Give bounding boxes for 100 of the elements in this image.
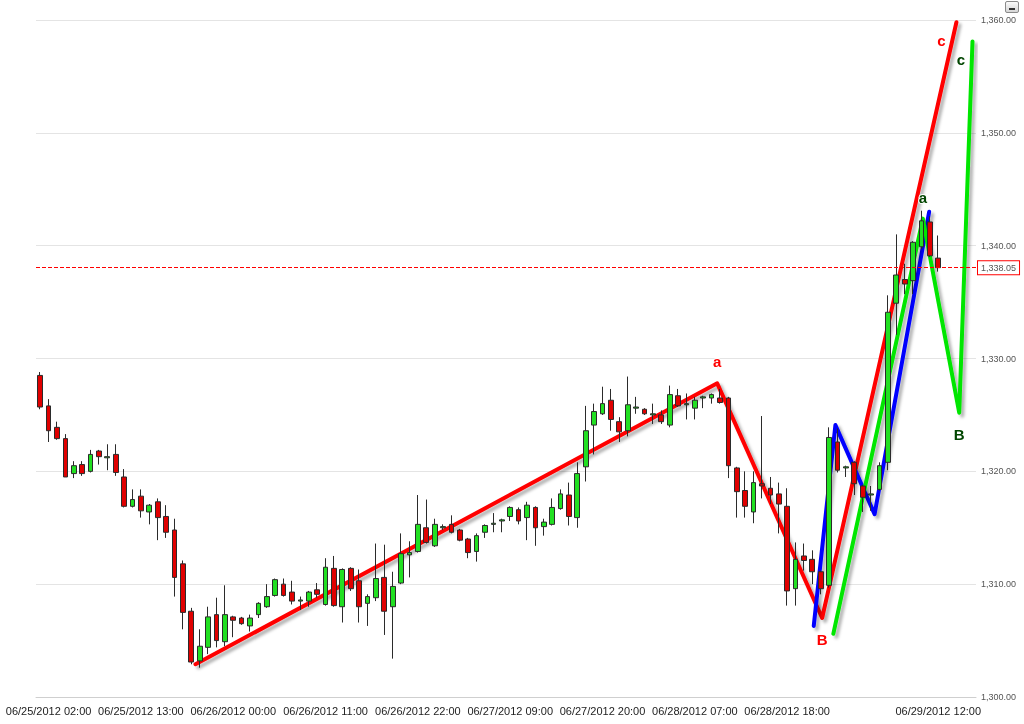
y-tick-label: 1,300.00: [981, 692, 1017, 702]
candlestick: [457, 528, 463, 542]
candlestick: [860, 484, 866, 513]
candlestick: [79, 460, 85, 477]
candlestick: [843, 465, 849, 478]
candlestick: [700, 395, 706, 409]
candlestick: [272, 578, 278, 598]
candlestick: [625, 376, 631, 437]
x-tick-label: 06/25/2012 02:00: [5, 704, 92, 717]
candlestick: [474, 532, 479, 563]
candlestick: [449, 514, 454, 534]
y-tick-label: 1,340.00: [981, 240, 1017, 251]
x-tick-label: 06/27/2012 09:00: [467, 704, 554, 717]
candlestick: [784, 487, 790, 607]
candlestick: [331, 555, 337, 608]
candlestick: [642, 407, 647, 416]
candlestick: [667, 385, 673, 428]
candlestick: [851, 460, 857, 496]
candlestick: [600, 386, 605, 416]
candlestick: [633, 396, 639, 415]
candlestick: [768, 476, 773, 505]
candlestick: [71, 460, 77, 479]
candlestick: [818, 570, 824, 595]
candlestick: [180, 559, 186, 630]
candlestick: [104, 443, 110, 471]
candlestick: [205, 606, 211, 655]
candlestick: [306, 590, 312, 608]
candlestick: [155, 497, 161, 541]
candlestick: [214, 597, 219, 648]
candlestick: [516, 506, 521, 525]
candlestick: [608, 388, 614, 432]
candlestick: [885, 294, 891, 471]
candlestick: [264, 583, 270, 609]
candlestick: [826, 426, 832, 589]
data-label: B: [816, 631, 828, 649]
y-tick-label: 1,360.00: [981, 15, 1017, 25]
candlestick: [759, 415, 765, 499]
candlestick: [96, 449, 102, 466]
candlestick: [440, 523, 446, 531]
candlestick: [491, 512, 496, 533]
candlestick: [146, 503, 152, 525]
x-tick-label: 06/26/2012 11:00: [283, 704, 368, 717]
candlestick: [482, 523, 488, 539]
data-label: a: [918, 188, 928, 206]
candlestick: [348, 566, 354, 592]
candlestick: [381, 544, 387, 636]
candlestick: [902, 263, 908, 295]
x-tick-label: 06/29/2012 12:00: [895, 704, 982, 717]
candlestick: [247, 614, 253, 633]
candlestick: [541, 518, 547, 537]
candlestick: [230, 615, 236, 638]
candlestick: [172, 518, 177, 598]
candlestick: [734, 466, 740, 519]
candlestick: [54, 421, 60, 441]
candlestick: [801, 543, 807, 572]
candlestick: [709, 392, 714, 405]
data-label: B: [953, 425, 965, 443]
candlestick: [121, 468, 127, 508]
candlestick: [868, 485, 874, 512]
candlestick: [935, 235, 941, 273]
data-label: c: [956, 50, 966, 68]
candlestick: [793, 541, 798, 607]
candlestick: [432, 518, 438, 548]
candlestick: [88, 449, 93, 473]
candlestick: [675, 388, 681, 408]
candlestick: [717, 388, 723, 405]
candlestick: [499, 518, 505, 533]
ref-line-label: 1,338.05: [981, 262, 1017, 273]
candlestick: [407, 540, 412, 578]
candlestick: [222, 584, 228, 647]
candlestick: [558, 488, 563, 511]
y-tick-label: 1,330.00: [981, 353, 1017, 364]
candlestick: [37, 371, 43, 410]
candlestick: [574, 461, 580, 529]
candlestick: [281, 578, 286, 598]
x-tick-label: 06/25/2012 13:00: [98, 704, 184, 717]
candlestick: [188, 607, 194, 665]
candlestick: [373, 543, 379, 602]
candlestick: [256, 601, 261, 619]
candlestick: [692, 396, 698, 420]
candlestick: [507, 505, 513, 522]
candlestick: [533, 505, 538, 547]
candlestick: [616, 416, 622, 443]
candlestick: [835, 427, 840, 473]
candlestick: [465, 537, 471, 559]
x-tick-label: 06/28/2012 18:00: [744, 704, 830, 717]
y-tick-label: 1,350.00: [981, 127, 1017, 138]
candlestick: [877, 461, 882, 492]
candlestick: [423, 499, 429, 545]
candlestick: [314, 582, 320, 599]
x-tick-label: 06/28/2012 07:00: [652, 704, 738, 717]
x-tick-label: 06/26/2012 22:00: [375, 704, 461, 717]
candlestick: [650, 403, 656, 425]
candlestick: [524, 501, 530, 541]
candlestick: [113, 443, 119, 477]
candlestick: [365, 593, 370, 627]
candlestick: [398, 532, 404, 585]
candlestick: [583, 405, 589, 482]
y-tick-label: 1,320.00: [981, 466, 1017, 477]
candlestick: [289, 580, 295, 605]
